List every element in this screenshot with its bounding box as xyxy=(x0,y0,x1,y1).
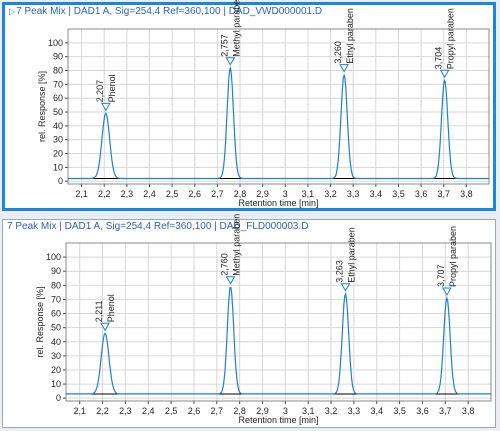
panel-marker-icon: ▷ xyxy=(9,7,16,16)
x-tick-label: 2,1 xyxy=(73,406,86,416)
y-tick-label: 0 xyxy=(58,176,63,186)
peak-time-label: 3,704 xyxy=(434,47,444,70)
chart-title-text: 7 Peak Mix | DAD1 A, Sig=254,4 Ref=360,1… xyxy=(7,221,309,232)
peak-name-label: Propyl paraben xyxy=(446,8,456,69)
x-tick-label: 3,8 xyxy=(460,189,473,199)
x-tick-label: 2,4 xyxy=(143,189,156,199)
y-tick-label: 80 xyxy=(51,280,61,290)
peak-time-label: 2,760 xyxy=(220,253,230,276)
peak-name-label: Ethyl paraben xyxy=(345,8,355,64)
peak-name-label: Propyl paraben xyxy=(448,226,458,287)
x-tick-label: 3,2 xyxy=(324,189,337,199)
chart-title-bottom: 7 Peak Mix | DAD1 A, Sig=254,4 Ref=360,1… xyxy=(7,221,308,232)
x-tick-label: 2,1 xyxy=(75,189,88,199)
peak-marker-icon xyxy=(100,102,111,112)
y-tick-label: 50 xyxy=(51,323,61,333)
y-axis-label: rel. Response [%] xyxy=(37,71,47,142)
x-tick-label: 2,7 xyxy=(211,406,224,416)
x-tick-label: 3,7 xyxy=(439,406,452,416)
y-tick-label: 10 xyxy=(51,379,61,389)
y-tick-label: 100 xyxy=(48,38,63,48)
peak-time-label: 3,263 xyxy=(334,260,344,283)
x-tick-label: 3,6 xyxy=(415,189,428,199)
x-tick-label: 3 xyxy=(283,406,288,416)
x-tick-label: 2,8 xyxy=(233,406,246,416)
y-tick-label: 30 xyxy=(51,351,61,361)
y-tick-label: 90 xyxy=(53,52,63,62)
chromatogram-trace xyxy=(68,65,489,180)
y-tick-label: 70 xyxy=(51,294,61,304)
y-tick-label: 70 xyxy=(53,79,63,89)
y-tick-label: 80 xyxy=(53,66,63,76)
peak-marker-icon xyxy=(100,322,110,332)
chromatogram-panel-bottom[interactable]: 7 Peak Mix | DAD1 A, Sig=254,4 Ref=360,1… xyxy=(2,214,496,428)
x-tick-label: 2,2 xyxy=(98,189,111,199)
x-tick-label: 2,2 xyxy=(96,406,109,416)
y-tick-label: 30 xyxy=(53,135,63,145)
x-axis-label: Retention time [min] xyxy=(238,415,318,425)
peak-marker-icon xyxy=(340,283,351,292)
x-tick-label: 3,4 xyxy=(370,406,383,416)
x-tick-label: 2,7 xyxy=(211,189,224,199)
x-tick-label: 2,3 xyxy=(119,406,132,416)
y-tick-label: 0 xyxy=(56,393,61,403)
peak-time-label: 2,207 xyxy=(95,80,105,103)
y-tick-label: 60 xyxy=(53,93,63,103)
x-tick-label: 2,5 xyxy=(166,189,179,199)
x-axis-label: Retention time [min] xyxy=(238,198,318,208)
x-tick-label: 3,1 xyxy=(302,406,315,416)
plot-frame xyxy=(65,242,492,402)
x-tick-label: 3,6 xyxy=(416,406,429,416)
x-tick-label: 2,4 xyxy=(142,406,155,416)
y-tick-label: 10 xyxy=(53,162,63,172)
peak-time-label: 2,211 xyxy=(94,300,104,322)
chart-title-top: ▷7 Peak Mix | DAD1 A, Sig=254,4 Ref=360,… xyxy=(9,6,322,17)
y-tick-label: 20 xyxy=(51,365,61,375)
peak-time-label: 3,260 xyxy=(333,41,343,64)
x-tick-label: 3,2 xyxy=(325,406,338,416)
peak-name-label: Phenol xyxy=(107,74,117,102)
x-tick-label: 3,5 xyxy=(393,406,406,416)
x-tick-label: 2,9 xyxy=(256,406,269,416)
peak-time-label: 2,757 xyxy=(219,34,229,57)
x-tick-label: 3,7 xyxy=(437,189,450,199)
x-tick-label: 2,9 xyxy=(256,189,269,199)
x-tick-label: 2,3 xyxy=(121,189,134,199)
peak-name-label: Phenol xyxy=(106,294,116,322)
x-tick-label: 2,6 xyxy=(188,406,201,416)
y-tick-label: 40 xyxy=(51,337,61,347)
x-tick-label: 3,3 xyxy=(348,406,361,416)
x-tick-label: 3,4 xyxy=(370,189,383,199)
chromatogram-plot-top: 2,1 2,2 2,3 2,4 2,5 2,6 2,7 2,8 2,9 3 3,1 3,2 3,3 3,4… xyxy=(37,0,490,208)
x-tick-label: 3,3 xyxy=(347,189,360,199)
x-tick-label: 2,5 xyxy=(165,406,178,416)
y-axis-label: rel. Response [%] xyxy=(35,286,45,357)
peak-name-label: Ethyl paraben xyxy=(346,227,356,283)
x-tick-label: 3 xyxy=(283,189,288,199)
y-tick-label: 20 xyxy=(53,149,63,159)
peak-name-label: Methyl paraben xyxy=(232,214,242,276)
x-tick-label: 3,5 xyxy=(392,189,405,199)
y-tick-label: 90 xyxy=(51,266,61,276)
y-tick-label: 100 xyxy=(46,252,61,262)
peak-marker-icon xyxy=(225,57,236,66)
x-tick-label: 3,8 xyxy=(462,406,475,416)
x-tick-label: 3,1 xyxy=(302,189,315,199)
y-tick-label: 50 xyxy=(53,107,63,117)
y-tick-label: 40 xyxy=(53,121,63,131)
plot-frame xyxy=(67,28,490,185)
x-tick-label: 2,8 xyxy=(234,189,247,199)
peak-marker-icon xyxy=(442,287,452,297)
peak-marker-icon xyxy=(439,69,450,79)
y-tick-label: 60 xyxy=(51,309,61,319)
chromatogram-plot-bottom: 2,1 2,2 2,3 2,4 2,5 2,6 2,7 2,8 2,9 3 3,1 3,2 3,3 3,4… xyxy=(35,214,492,425)
peak-name-label: Methyl paraben xyxy=(231,0,241,57)
chromatogram-panel-top[interactable]: ▷7 Peak Mix | DAD1 A, Sig=254,4 Ref=360,… xyxy=(2,0,496,211)
peak-time-label: 3,707 xyxy=(436,264,446,287)
x-tick-label: 2,6 xyxy=(188,189,201,199)
peak-marker-icon xyxy=(339,64,350,73)
chromatogram-trace xyxy=(66,286,491,395)
peak-marker-icon xyxy=(225,276,236,285)
chart-title-text: 7 Peak Mix | DAD1 A, Sig=254,4 Ref=360,1… xyxy=(16,6,323,17)
